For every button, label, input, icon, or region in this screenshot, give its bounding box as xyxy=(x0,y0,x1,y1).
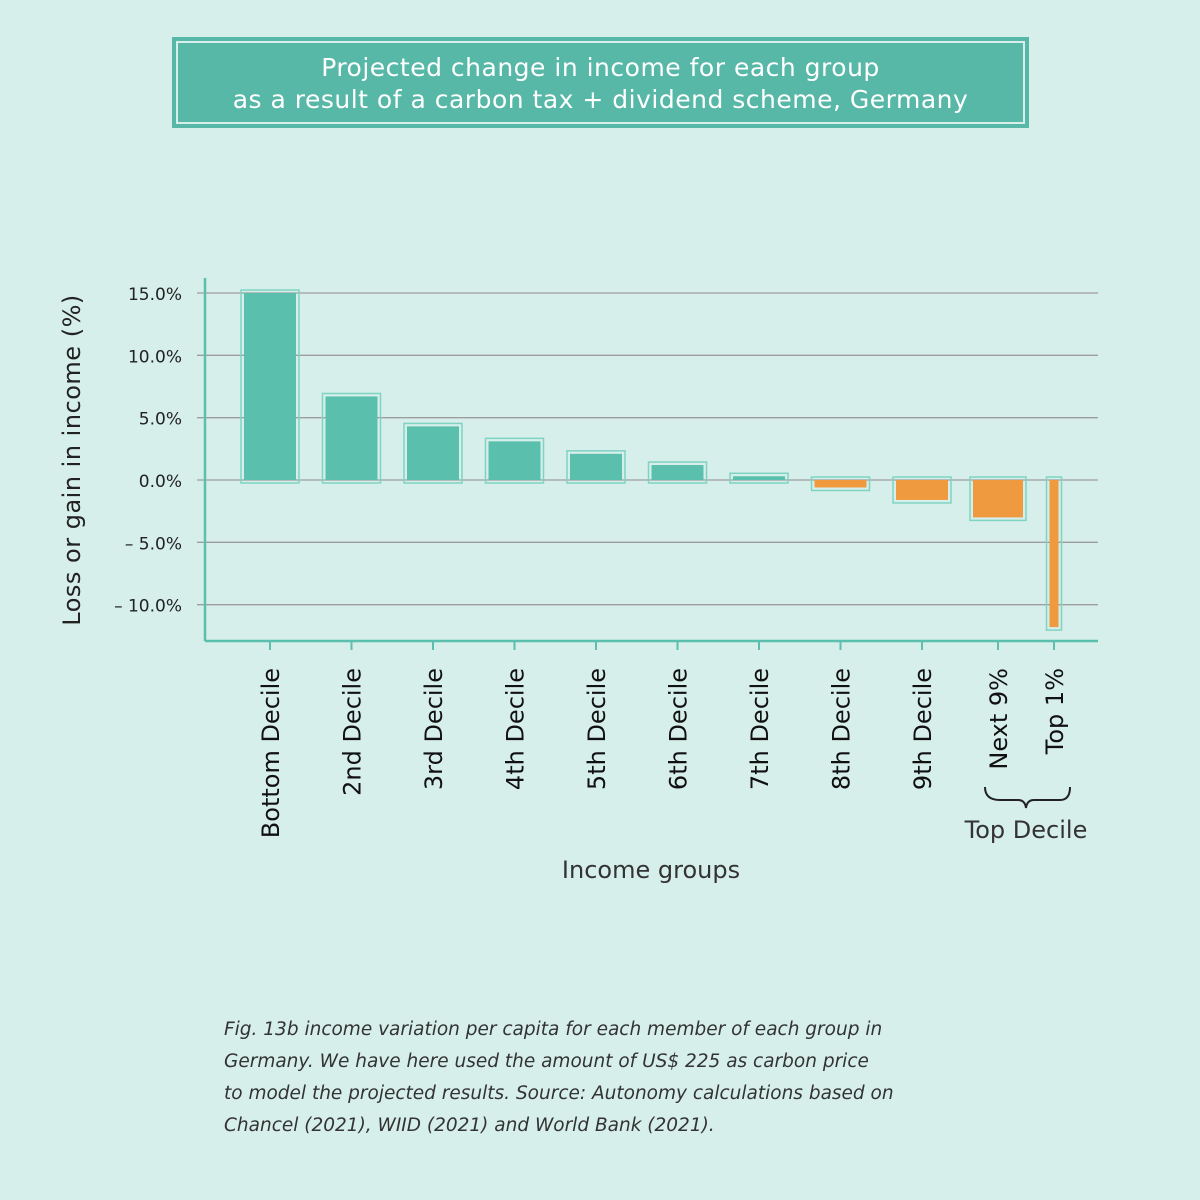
caption-line: Germany. We have here used the amount of… xyxy=(224,1051,869,1072)
caption-line: Chancel (2021), WIID (2021) and World Ba… xyxy=(224,1115,715,1136)
bar xyxy=(733,476,785,480)
bar xyxy=(896,480,948,500)
bar-outline xyxy=(321,392,382,484)
chart-title-line-2: as a result of a carbon tax + dividend s… xyxy=(232,85,969,114)
bar xyxy=(1049,480,1059,628)
caption-line: to model the projected results. Source: … xyxy=(224,1083,894,1104)
x-category-label: 7th Decile xyxy=(746,668,774,790)
bar-outline xyxy=(484,437,545,484)
labels: 15.0% 10.0% 5.0% 0.0% – 5.0% – 10.0% Bottom De… xyxy=(58,285,1087,884)
x-category-label: 5th Decile xyxy=(583,668,611,790)
bar-outline xyxy=(729,472,789,484)
y-tick-label: 5.0% xyxy=(139,410,182,430)
chart-title-box: Projected change in income for each grou… xyxy=(172,37,1029,128)
bar xyxy=(407,426,459,480)
y-tick-label: 10.0% xyxy=(128,347,182,367)
x-category-label: 6th Decile xyxy=(665,668,693,790)
bar-outline xyxy=(810,476,871,492)
bar xyxy=(488,441,541,480)
bar-outline xyxy=(647,461,708,484)
figure-caption: Fig. 13b income variation per capita for… xyxy=(224,1014,944,1142)
y-tick-label: – 10.0% xyxy=(114,597,182,617)
bar xyxy=(325,396,378,480)
y-tick-label: 15.0% xyxy=(128,285,182,305)
bar-outline xyxy=(892,476,952,504)
caption-line: Fig. 13b income variation per capita for… xyxy=(224,1019,883,1040)
axes xyxy=(203,278,1098,650)
top-decile-brace xyxy=(984,786,1071,809)
chart-title-line-1: Projected change in income for each grou… xyxy=(321,53,880,82)
bar-outline xyxy=(403,422,463,484)
x-category-label: Bottom Decile xyxy=(257,668,285,838)
bar-outline xyxy=(566,450,626,484)
bar xyxy=(570,453,622,480)
x-category-label: Next 9% xyxy=(985,668,1013,770)
top-decile-label: Top Decile xyxy=(964,816,1088,844)
bars xyxy=(240,289,1063,631)
x-category-label: 8th Decile xyxy=(828,668,856,790)
x-axis-title: Income groups xyxy=(562,856,740,884)
x-category-label: Top 1% xyxy=(1041,668,1069,755)
x-category-label: 2nd Decile xyxy=(339,668,367,796)
y-tick-label: – 5.0% xyxy=(125,534,182,554)
x-category-label: 3rd Decile xyxy=(420,668,448,790)
bar xyxy=(244,293,296,480)
bar-chart: 15.0% 10.0% 5.0% 0.0% – 5.0% – 10.0% Bottom De… xyxy=(58,278,1098,884)
bar-outline xyxy=(240,289,300,484)
x-category-label: 4th Decile xyxy=(502,668,530,790)
bar xyxy=(814,480,867,488)
bar xyxy=(651,465,704,480)
bar-outline xyxy=(969,476,1027,522)
x-category-label: 9th Decile xyxy=(909,668,937,790)
y-tick-label: 0.0% xyxy=(139,472,182,492)
y-axis-title: Loss or gain in income (%) xyxy=(58,294,86,625)
bar-outline xyxy=(1045,476,1063,631)
bar xyxy=(973,480,1023,518)
